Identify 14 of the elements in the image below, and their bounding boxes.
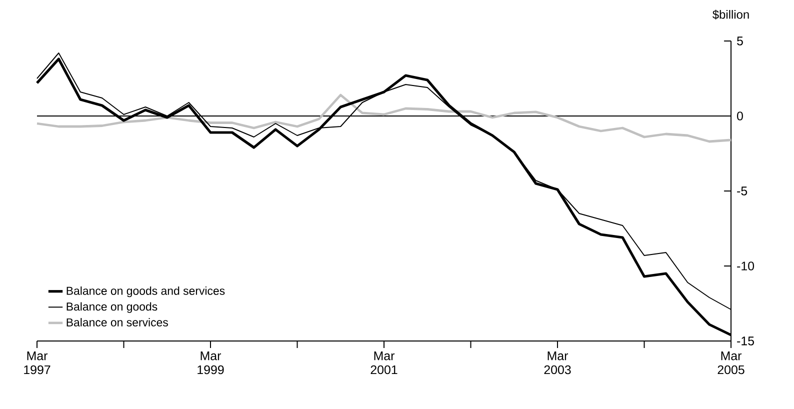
y-axis-title: $billion	[712, 10, 749, 20]
y-tick-label: -15	[737, 336, 754, 346]
x-tick-label: Mar 2003	[544, 352, 571, 374]
x-tick-label: Mar 2005	[718, 352, 744, 374]
legend-label: Balance on services	[66, 318, 168, 326]
x-tick-label: Mar 2001	[370, 352, 398, 374]
legend-label: Balance on goods	[66, 302, 158, 313]
y-tick-label: -5	[737, 186, 748, 196]
x-tick-label: Mar 1999	[198, 352, 224, 374]
x-tick-label: Mar 1997	[24, 352, 50, 374]
legend-label: Balance on goods and services	[66, 286, 225, 298]
y-tick-label: 5	[737, 36, 743, 46]
y-tick-label: -10	[737, 262, 754, 270]
y-tick-label: 0	[737, 112, 743, 120]
